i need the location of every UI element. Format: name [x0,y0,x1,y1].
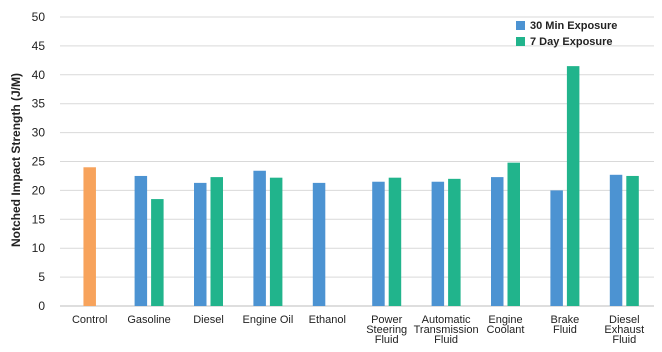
x-tick-label: Brake Fluid [551,314,580,336]
bar-30-min-exposure [609,174,623,306]
bar-30-min-exposure [550,190,563,306]
x-tick-label-line: Ethanol [309,314,346,326]
y-tick-label: 40 [32,68,46,82]
x-tick-label-line: Diesel [193,314,224,326]
bars [83,66,639,306]
x-tick-label-line: Fluid [375,334,399,346]
legend: 30 Min Exposure 7 Day Exposure [516,20,617,48]
bar-7-day-exposure [151,199,164,306]
x-tick-label-line: Transmission [414,324,479,336]
y-tick-label: 10 [32,241,46,255]
bar-30-min-exposure [312,182,326,306]
x-tick-label-line: Fluid [434,334,458,346]
x-tick-label-line: Brake [551,314,580,326]
bar-30-min-exposure [253,170,266,306]
y-axis-title: Notched Impact Strength (J/M) [9,73,23,247]
y-tick-label: 25 [32,155,46,169]
bar-30-min-exposure [134,175,148,306]
bar-7-day-exposure [269,177,283,306]
y-axis-ticks: 0 5 10 15 20 25 30 35 40 45 50 [32,10,46,313]
legend-swatch [516,21,525,30]
y-tick-label: 0 [38,299,45,313]
x-tick-label-line: Fluid [553,324,577,336]
x-tick-label: Diesel Exhaust Fluid [604,314,644,346]
bar-30-min-exposure [431,181,445,306]
x-tick-label: Engine Coolant [487,314,525,336]
x-tick-label: Automatic Transmission Fluid [414,314,479,346]
bar-7-day-exposure [626,175,639,306]
x-tick-label-line: Gasoline [127,314,170,326]
bar-7-day-exposure [507,162,520,306]
legend-label: 30 Min Exposure [530,20,617,32]
x-tick-label-line: Exhaust [604,324,644,336]
x-tick-label-line: Coolant [487,324,525,336]
x-tick-label: Control [72,314,107,326]
bar-7-day-exposure [210,177,223,306]
x-tick-label-line: Engine [488,314,522,326]
y-tick-label: 30 [32,126,46,140]
x-axis-labels: Control Gasoline Diesel Engine Oil Ethanol Po… [72,314,644,346]
x-tick-label-line: Automatic [422,314,471,326]
bar-30-min-exposure [372,181,385,306]
y-tick-label: 15 [32,212,46,226]
y-tick-label: 45 [32,39,46,53]
legend-swatch [516,37,525,46]
x-tick-label: Power Steering Fluid [366,314,407,346]
x-tick-label-line: Fluid [612,334,636,346]
bar-7-day-exposure [448,178,461,306]
y-tick-label: 50 [32,10,46,24]
y-tick-label: 20 [32,183,46,197]
gridlines [60,16,654,307]
legend-label: 7 Day Exposure [530,36,613,48]
bar-7-day-exposure [388,177,402,306]
bar-control [83,167,96,306]
x-tick-label: Ethanol [309,314,346,326]
x-tick-label: Diesel [193,314,224,326]
x-tick-label: Gasoline [127,314,170,326]
x-tick-label: Engine Oil [243,314,294,326]
y-tick-label: 5 [38,270,45,284]
x-tick-label-line: Diesel [609,314,640,326]
y-tick-label: 35 [32,97,46,111]
bar-7-day-exposure [566,66,580,306]
x-tick-label-line: Engine Oil [243,314,294,326]
x-tick-label-line: Steering [366,324,407,336]
x-tick-label-line: Power [371,314,403,326]
bar-30-min-exposure [491,177,504,306]
bar-30-min-exposure [194,182,207,306]
x-tick-label-line: Control [72,314,107,326]
